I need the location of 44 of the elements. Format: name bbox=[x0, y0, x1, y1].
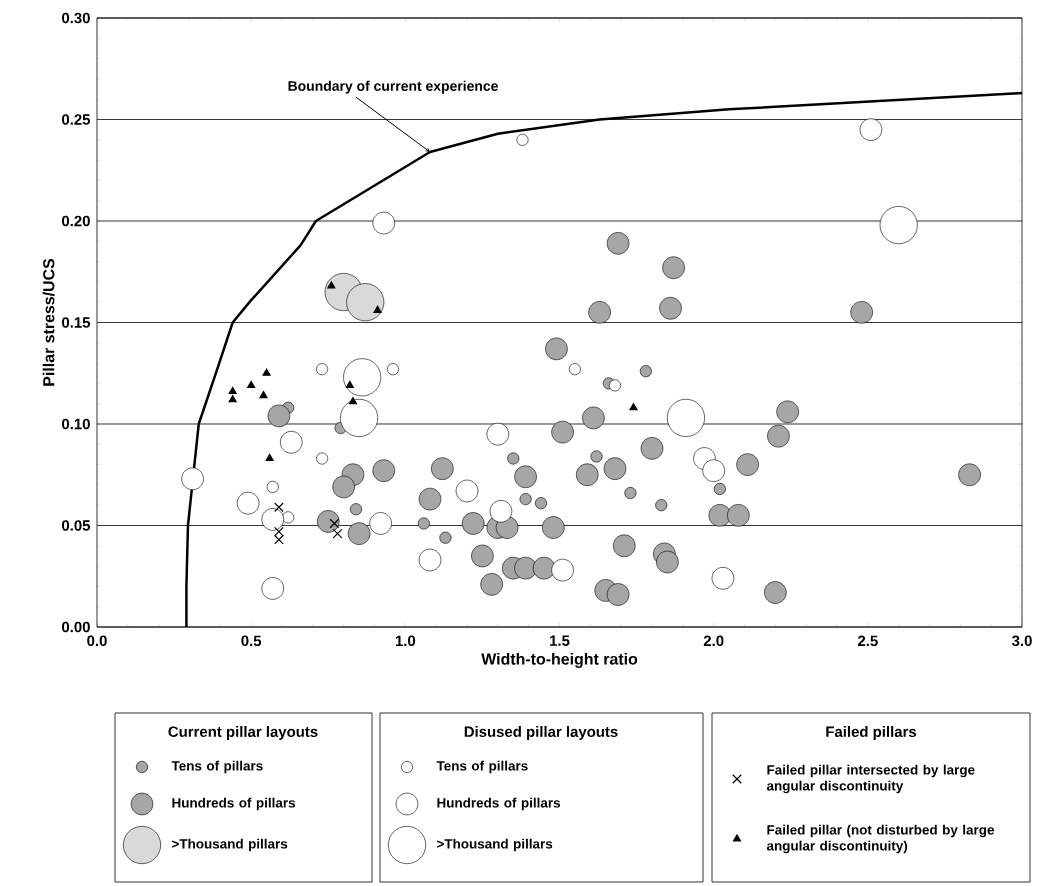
point bbox=[332, 528, 343, 539]
text: Failed pillars bbox=[826, 726, 917, 740]
legend-label: Tens of pillars bbox=[171, 760, 263, 774]
legend-label: >Thousand pillars bbox=[437, 838, 553, 852]
y-tick-label: 0.20 bbox=[61, 215, 90, 227]
legend-label: Failed pillar intersected by large angular discontinuity bbox=[766, 764, 975, 794]
text: Disused pillar layouts bbox=[464, 726, 618, 740]
point bbox=[259, 390, 268, 399]
point bbox=[274, 502, 284, 513]
point bbox=[329, 518, 340, 529]
x-tick-label: 3.0 bbox=[1011, 635, 1032, 647]
x-tick-label: 0.0 bbox=[87, 635, 107, 647]
x-axis-title: Width-to-height ratio bbox=[481, 652, 638, 668]
point bbox=[629, 403, 638, 411]
y-tick-label: 0.00 bbox=[61, 621, 90, 633]
x-tick-label: 2.0 bbox=[703, 635, 724, 647]
y-tick-label: 0.15 bbox=[61, 317, 91, 328]
y-tick-label: 0.10 bbox=[61, 418, 90, 430]
y-tick-label: 0.05 bbox=[61, 520, 91, 531]
x-tick-label: 1.0 bbox=[395, 635, 416, 647]
point bbox=[327, 281, 336, 289]
legend-label: Failed pillar (not disturbed by large angular discontinuity) bbox=[766, 824, 994, 854]
x-tick-label: 2.5 bbox=[857, 635, 878, 647]
y-tick-label: 0.25 bbox=[61, 114, 91, 125]
point bbox=[228, 395, 237, 403]
point bbox=[262, 368, 271, 376]
x-tick-label: 1.5 bbox=[550, 635, 570, 646]
y-axis-title: Pillar stress/UCS bbox=[42, 258, 55, 386]
point bbox=[345, 380, 354, 389]
point bbox=[373, 305, 382, 313]
point bbox=[274, 534, 284, 545]
point bbox=[247, 380, 256, 389]
legend-label: Hundreds of pillars bbox=[172, 797, 296, 811]
x-tick-label: 0.5 bbox=[241, 635, 262, 647]
legend-label: Hundreds of pillars bbox=[437, 797, 561, 811]
annotation: Boundary of current experience bbox=[288, 80, 498, 94]
point bbox=[348, 397, 357, 405]
point bbox=[228, 386, 237, 395]
point bbox=[265, 453, 274, 462]
legend-label: >Thousand pillars bbox=[172, 838, 288, 852]
text: Current pillar layouts bbox=[168, 726, 318, 740]
legend-label: Tens of pillars bbox=[436, 760, 528, 774]
point bbox=[274, 526, 284, 537]
y-tick-label: 0.30 bbox=[61, 12, 90, 24]
